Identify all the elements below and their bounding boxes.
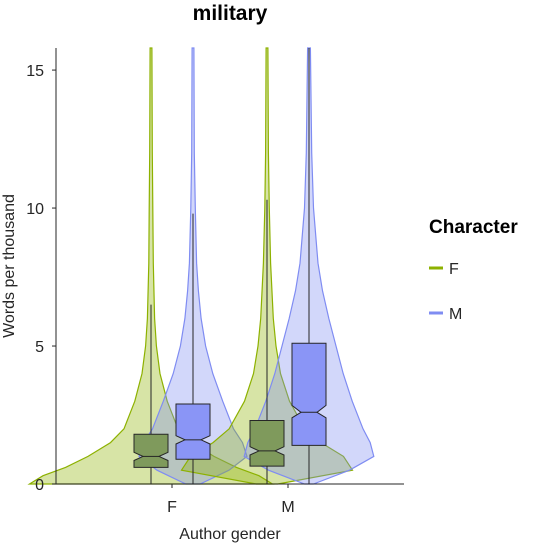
axes <box>55 48 404 485</box>
legend-title: Character <box>429 217 518 238</box>
x-tick-label-f: F <box>167 499 177 516</box>
y-tick-label-10: 10 <box>26 201 44 218</box>
legend: Character F M <box>429 217 518 323</box>
box-author-f-char-f <box>133 433 169 468</box>
tick-labels: 0 5 10 15 F M <box>26 63 294 516</box>
legend-label-m: M <box>449 306 462 323</box>
y-tick-label-5: 5 <box>35 339 44 356</box>
legend-label-f: F <box>449 261 459 278</box>
box-author-m-char-m <box>291 342 327 446</box>
y-tick-label-15: 15 <box>26 63 44 80</box>
box-author-f-char-m <box>175 403 211 460</box>
chart-title: military <box>193 2 268 25</box>
plot-area <box>27 47 375 485</box>
x-axis-title: Author gender <box>179 526 281 543</box>
box-author-m-char-f <box>249 420 285 467</box>
y-axis-title: Words per thousand <box>1 194 18 338</box>
y-tick-label-0: 0 <box>35 477 44 494</box>
x-tick-label-m: M <box>281 499 294 516</box>
